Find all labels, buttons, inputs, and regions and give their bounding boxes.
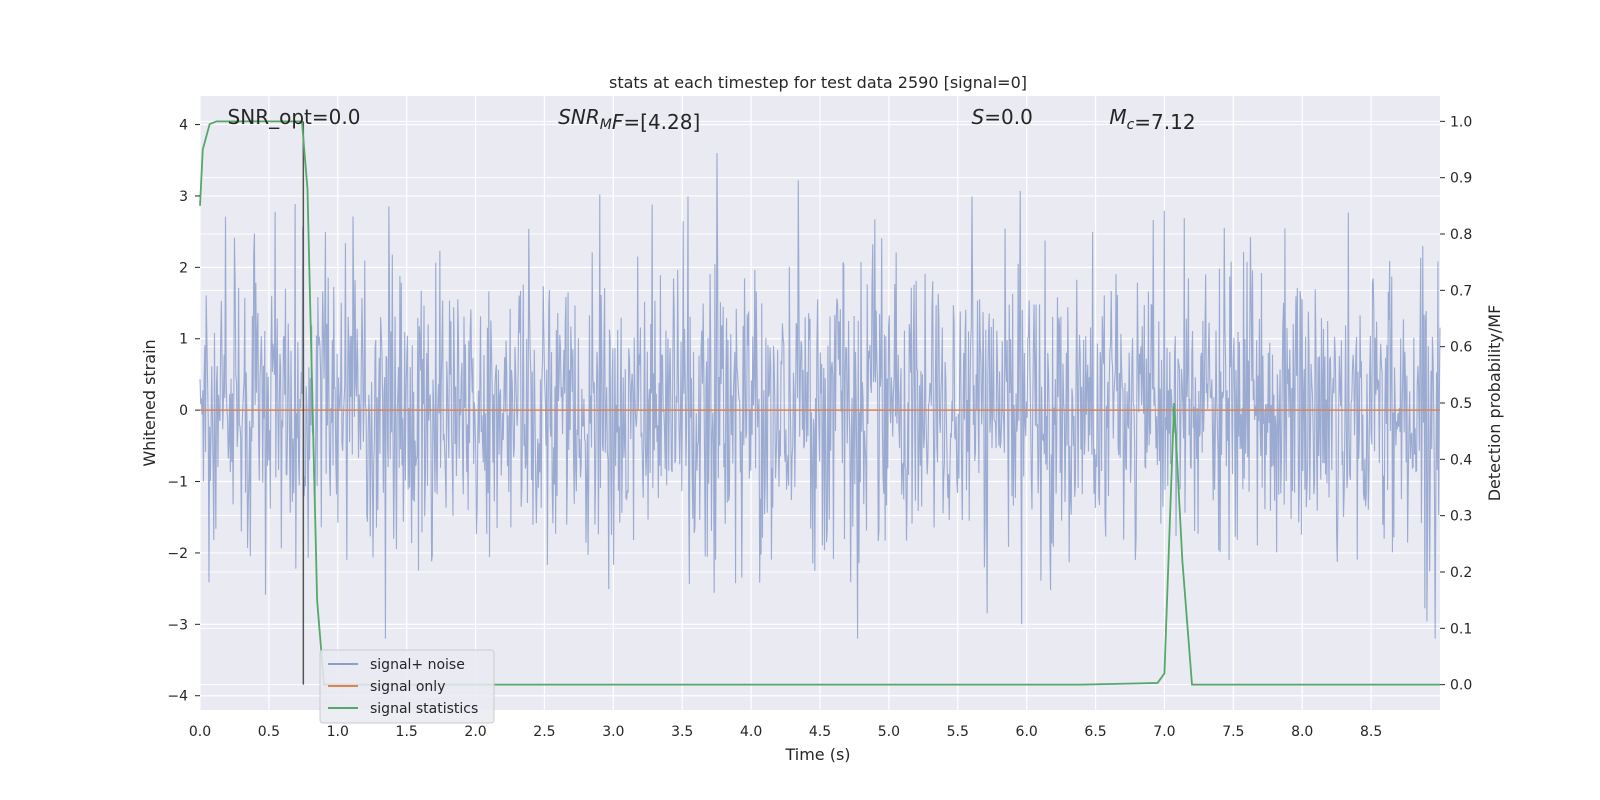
annotation-snr-mf: SNRMF=[4.28] (558, 105, 700, 134)
y-tick-label-2: 2 (179, 260, 188, 276)
y-axis-label: Whitened strain (140, 339, 159, 466)
y2-tick-label-2: 0.8 (1450, 227, 1472, 243)
x-tick-label-14: 7.0 (1153, 724, 1175, 740)
y2-axis-label: Detection probability/MF (1485, 305, 1504, 502)
y2-tick-label-8: 0.2 (1450, 565, 1472, 581)
x-tick-label-7: 3.5 (671, 724, 693, 740)
legend: signal+ noise signal only signal statist… (319, 649, 495, 724)
x-axis-label: Time (s) (784, 745, 850, 764)
x-tick-label-6: 3.0 (602, 724, 624, 740)
x-tick-label-1: 0.5 (258, 724, 280, 740)
x-tick-label-16: 8.0 (1291, 724, 1313, 740)
x-tick-label-0: 0.0 (189, 724, 211, 740)
x-tick-label-10: 5.0 (878, 724, 900, 740)
x-tick-label-3: 1.5 (396, 724, 418, 740)
y-tick-label-0: 4 (179, 118, 188, 134)
x-tick-label-12: 6.0 (1016, 724, 1038, 740)
x-tick-label-17: 8.5 (1360, 724, 1382, 740)
y2-tick-label-6: 0.4 (1450, 452, 1472, 468)
y-tick-label-5: −1 (167, 475, 188, 491)
legend-label-signal: signal only (370, 679, 445, 695)
x-tick-label-15: 7.5 (1222, 724, 1244, 740)
x-tick-label-13: 6.5 (1084, 724, 1106, 740)
y-ticks: 4 3 2 1 0 −1 −2 −3 −4 (167, 118, 200, 705)
y2-tick-label-1: 0.9 (1450, 171, 1472, 187)
annotation-snr-opt: SNR_opt=0.0 (228, 105, 361, 129)
y2-tick-label-0: 1.0 (1450, 114, 1472, 130)
y2-tick-label-4: 0.6 (1450, 340, 1472, 356)
legend-label-stats: signal statistics (370, 701, 478, 717)
y-tick-label-3: 1 (179, 332, 188, 348)
y2-tick-label-10: 0.0 (1450, 678, 1472, 694)
y2-tick-label-9: 0.1 (1450, 621, 1472, 637)
x-tick-label-5: 2.5 (533, 724, 555, 740)
y2-tick-label-5: 0.5 (1450, 396, 1472, 412)
legend-box (319, 649, 495, 724)
x-tick-label-11: 5.5 (947, 724, 969, 740)
y-tick-label-7: −3 (167, 617, 188, 633)
x-tick-label-4: 2.0 (464, 724, 486, 740)
legend-label-noise: signal+ noise (370, 657, 465, 673)
y-tick-label-8: −4 (167, 689, 188, 705)
chart-title: stats at each timestep for test data 259… (609, 73, 1027, 92)
annotation-s-value: S=0.0 (972, 105, 1033, 129)
series-signal-noise (199, 153, 1441, 639)
annotations: SNR_opt=0.0 SNRMF=[4.28] S=0.0 Mc=7.12 (228, 105, 1196, 134)
x-ticks: 0.0 0.5 1.0 1.5 2.0 2.5 3.0 3.5 4.0 4.5 5.0 5.5 6.0 6… (189, 724, 1382, 740)
x-tick-label-8: 4.0 (740, 724, 762, 740)
y-tick-label-4: 0 (179, 403, 188, 419)
y2-tick-label-3: 0.7 (1450, 283, 1472, 299)
y2-tick-label-7: 0.3 (1450, 509, 1472, 525)
y2-ticks: 1.0 0.9 0.8 0.7 0.6 0.5 0.4 0.3 0.2 0.1 0.0 (1440, 114, 1472, 694)
x-tick-label-9: 4.5 (809, 724, 831, 740)
line-signal-noise (199, 153, 1441, 639)
y-tick-label-1: 3 (179, 189, 188, 205)
annotation-mc-value: Mc=7.12 (1109, 105, 1195, 134)
y-tick-label-6: −2 (167, 546, 188, 562)
x-tick-label-2: 1.0 (327, 724, 349, 740)
